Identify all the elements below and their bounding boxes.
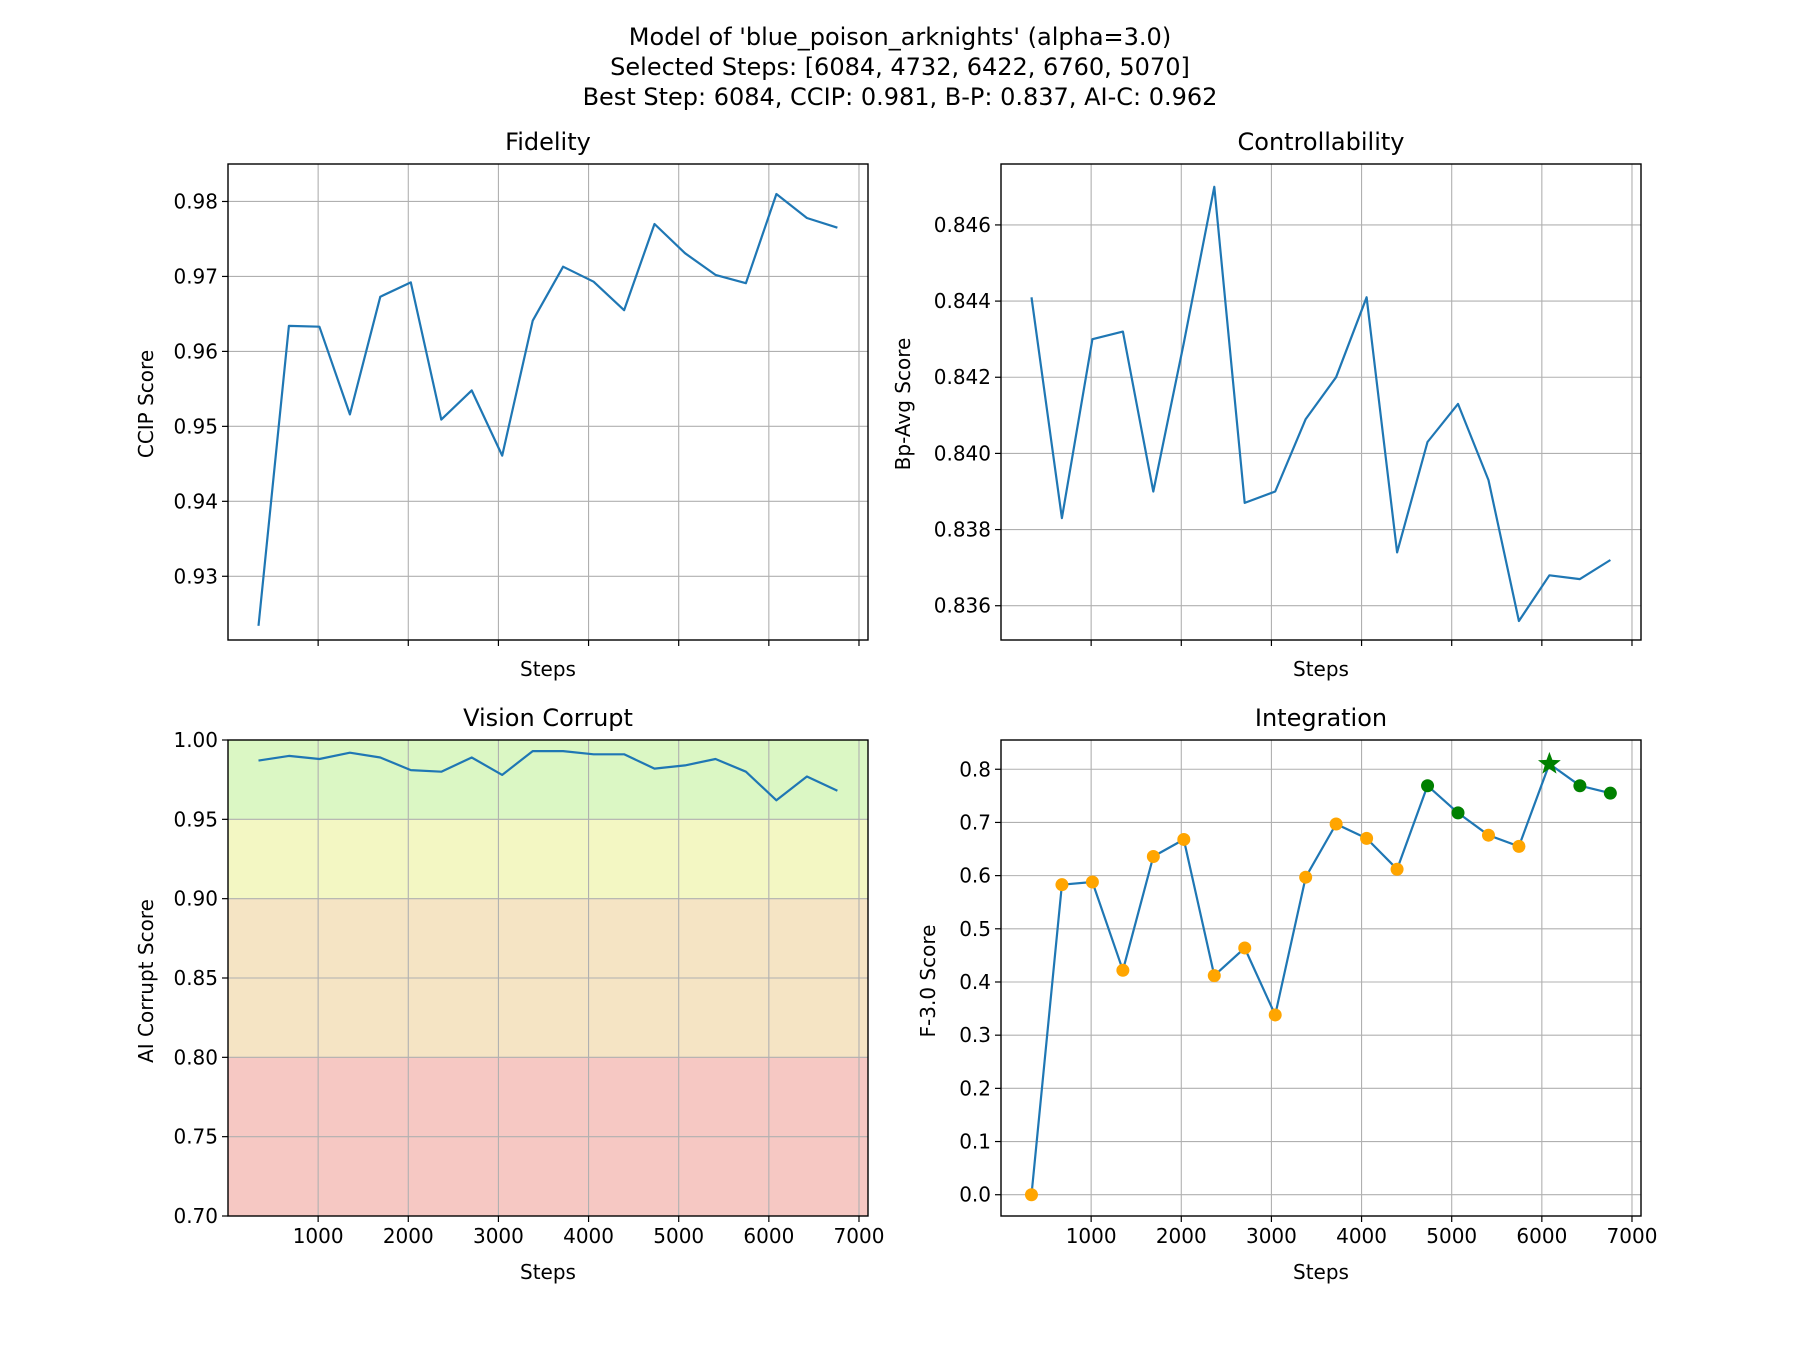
vision-corrupt-xlabel: Steps xyxy=(520,1260,576,1284)
fidelity-xlabel: Steps xyxy=(520,657,576,681)
controllability-axes-frame xyxy=(1000,163,1642,641)
vision-corrupt-ytick-label-4: 0.90 xyxy=(173,887,218,911)
integration-point-7 xyxy=(1238,941,1252,955)
controllability-ytick-label-0: 0.836 xyxy=(934,594,991,618)
fidelity-ytick-label-3: 0.96 xyxy=(173,339,218,363)
integration-selected-point-13 xyxy=(1421,779,1435,793)
fidelity-ytick-label-5: 0.98 xyxy=(173,189,218,213)
integration-point-3 xyxy=(1116,963,1130,977)
integration-title: Integration xyxy=(1255,704,1387,732)
integration-ytick-label-2: 0.2 xyxy=(959,1076,991,1100)
integration-ytick-label-4: 0.4 xyxy=(959,970,991,994)
integration-point-15 xyxy=(1481,828,1495,842)
integration-ytick-label-0: 0.0 xyxy=(959,1183,991,1207)
integration-point-9 xyxy=(1299,870,1313,884)
integration-xtick-label-1: 2000 xyxy=(1156,1224,1207,1248)
integration-ylabel: F-3.0 Score xyxy=(916,925,940,1038)
integration-point-10 xyxy=(1329,817,1343,831)
fidelity-series-line xyxy=(257,192,838,626)
integration-point-12 xyxy=(1390,862,1404,876)
controllability-ytick-label-3: 0.842 xyxy=(934,365,991,389)
integration-selected-point-19 xyxy=(1603,786,1617,800)
integration-point-2 xyxy=(1085,875,1099,889)
vision-corrupt-ytick-label-6: 1.00 xyxy=(173,728,218,752)
vision-corrupt-xtick-label-3: 4000 xyxy=(563,1224,614,1248)
integration-ytick-label-8: 0.8 xyxy=(959,757,991,781)
vision-corrupt-ylabel: AI Corrupt Score xyxy=(134,899,158,1063)
integration-xtick-label-5: 6000 xyxy=(1516,1224,1567,1248)
fidelity-ytick-label-4: 0.97 xyxy=(173,264,218,288)
vision-corrupt-xtick-label-0: 1000 xyxy=(293,1224,344,1248)
integration-axes-frame xyxy=(1000,739,1642,1217)
controllability-ytick-label-4: 0.844 xyxy=(934,289,991,313)
integration-xlabel: Steps xyxy=(1293,1260,1349,1284)
vision-corrupt-series-line xyxy=(258,749,838,802)
vision-corrupt-xtick-label-1: 2000 xyxy=(383,1224,434,1248)
integration-ytick-label-1: 0.1 xyxy=(959,1130,991,1154)
controllability-ytick-label-1: 0.838 xyxy=(934,518,991,542)
integration-point-16 xyxy=(1512,839,1526,853)
integration-xtick-label-2: 3000 xyxy=(1246,1224,1297,1248)
controllability-title: Controllability xyxy=(1238,128,1405,156)
integration-point-5 xyxy=(1177,832,1191,846)
fidelity-panel: Fidelity Steps CCIP Score 0.93 0.94 0.95 0.… xyxy=(134,128,869,681)
integration-panel: Integration Steps F-3.0 Score 1000 2000 30… xyxy=(916,704,1657,1284)
fidelity-title: Fidelity xyxy=(505,128,591,156)
fidelity-ylabel: CCIP Score xyxy=(134,350,158,458)
integration-point-0 xyxy=(1024,1188,1038,1202)
vision-corrupt-band-1 xyxy=(228,819,868,899)
vision-corrupt-ytick-label-0: 0.70 xyxy=(173,1204,218,1228)
vision-corrupt-panel: Vision Corrupt Steps AI Corrupt Score 10… xyxy=(134,704,884,1284)
fidelity-ytick-label-0: 0.93 xyxy=(173,564,218,588)
fidelity-ytick-label-1: 0.94 xyxy=(173,489,218,513)
integration-selected-point-18 xyxy=(1573,779,1587,793)
vision-corrupt-xtick-label-5: 6000 xyxy=(743,1224,794,1248)
integration-ytick-label-7: 0.7 xyxy=(959,810,991,834)
controllability-series-line xyxy=(1030,185,1611,623)
controllability-xlabel: Steps xyxy=(1293,657,1349,681)
integration-selected-point-14 xyxy=(1451,806,1465,820)
fidelity-axes-frame xyxy=(227,163,869,641)
integration-best-step-star xyxy=(1538,751,1561,774)
integration-point-4 xyxy=(1146,849,1160,863)
integration-ytick-label-5: 0.5 xyxy=(959,917,991,941)
integration-ytick-label-6: 0.6 xyxy=(959,864,991,888)
vision-corrupt-ytick-label-1: 0.75 xyxy=(173,1125,218,1149)
fidelity-ytick-label-2: 0.95 xyxy=(173,414,218,438)
integration-point-11 xyxy=(1360,831,1374,845)
vision-corrupt-xtick-label-4: 5000 xyxy=(653,1224,704,1248)
integration-point-1 xyxy=(1055,878,1069,892)
vision-corrupt-ytick-label-2: 0.80 xyxy=(173,1045,218,1069)
integration-point-8 xyxy=(1268,1008,1282,1022)
integration-xtick-label-0: 1000 xyxy=(1066,1224,1117,1248)
integration-point-6 xyxy=(1207,969,1221,983)
figure-title-line-3: Best Step: 6084, CCIP: 0.981, B-P: 0.837… xyxy=(583,83,1218,111)
integration-xtick-label-4: 5000 xyxy=(1426,1224,1477,1248)
vision-corrupt-ytick-label-3: 0.85 xyxy=(173,966,218,990)
controllability-panel: Controllability Steps Bp-Avg Score 0.836… xyxy=(891,128,1642,681)
vision-corrupt-title: Vision Corrupt xyxy=(463,704,633,732)
vision-corrupt-band-0 xyxy=(228,740,868,820)
vision-corrupt-ytick-label-5: 0.95 xyxy=(173,807,218,831)
vision-corrupt-xtick-label-2: 3000 xyxy=(473,1224,524,1248)
controllability-ytick-label-2: 0.840 xyxy=(934,441,991,465)
figure-title-line-2: Selected Steps: [6084, 4732, 6422, 6760,… xyxy=(610,53,1190,81)
controllability-ylabel: Bp-Avg Score xyxy=(891,338,915,471)
integration-ytick-label-3: 0.3 xyxy=(959,1023,991,1047)
vision-corrupt-xtick-label-6: 7000 xyxy=(834,1224,885,1248)
figure-title-line-1: Model of 'blue_poison_arknights' (alpha=… xyxy=(629,23,1171,51)
integration-xtick-label-6: 7000 xyxy=(1607,1224,1658,1248)
integration-xtick-label-3: 4000 xyxy=(1336,1224,1387,1248)
controllability-ytick-label-5: 0.846 xyxy=(934,213,991,237)
